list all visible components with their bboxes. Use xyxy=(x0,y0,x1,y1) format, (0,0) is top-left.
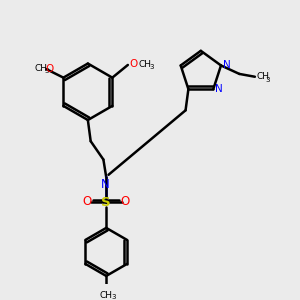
Text: 3: 3 xyxy=(149,64,154,70)
Text: S: S xyxy=(101,196,111,209)
Text: CH: CH xyxy=(139,60,152,69)
Text: O: O xyxy=(121,195,130,208)
Text: 3: 3 xyxy=(266,76,270,82)
Text: O: O xyxy=(45,64,53,74)
Text: CH: CH xyxy=(34,64,48,73)
Text: N: N xyxy=(215,84,223,94)
Text: O: O xyxy=(83,195,92,208)
Text: 3: 3 xyxy=(111,294,116,300)
Text: CH: CH xyxy=(256,72,269,81)
Text: N: N xyxy=(223,60,231,70)
Text: O: O xyxy=(129,59,137,69)
Text: 3: 3 xyxy=(44,68,49,74)
Text: CH: CH xyxy=(100,291,113,300)
Text: N: N xyxy=(101,178,110,191)
